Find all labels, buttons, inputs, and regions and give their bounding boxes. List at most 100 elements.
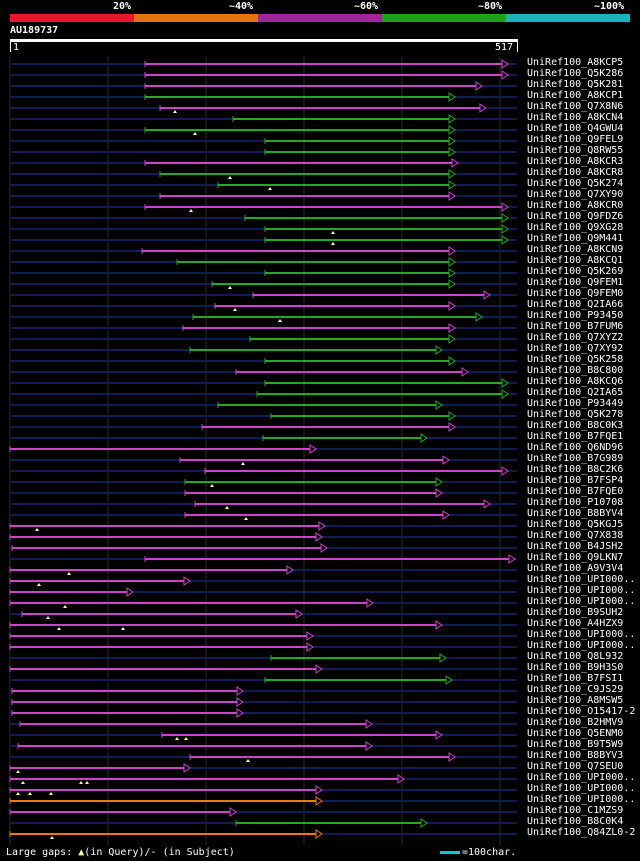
gap-marker	[210, 484, 214, 487]
hit-arrow	[448, 323, 456, 333]
hit-label[interactable]: UniRef100_B7FQE1	[527, 431, 624, 442]
identity-legend-labels: 20% ~40% ~60% ~80% ~100%	[0, 0, 640, 14]
hit-label[interactable]: UniRef100_Q5K286	[527, 68, 624, 79]
hit-label[interactable]: UniRef100_Q7X8N6	[527, 101, 624, 112]
hit-label[interactable]: UniRef100_Q5K269	[527, 266, 624, 277]
hit-label[interactable]: UniRef100_A8KCP5	[527, 57, 624, 68]
hit-label[interactable]: UniRef100_UPI000..	[527, 585, 636, 596]
hit-arrow	[448, 422, 456, 432]
hit-label[interactable]: UniRef100_Q2IA65	[527, 387, 624, 398]
hit-label[interactable]: UniRef100_B8C800	[527, 365, 624, 376]
hit-arrow	[315, 829, 323, 839]
hit-arrow	[286, 565, 294, 575]
hit-label[interactable]: UniRef100_Q9LKN7	[527, 552, 624, 563]
scale-segment-red	[10, 14, 134, 22]
hit-arrow	[483, 290, 491, 300]
gaps-legend: Large gaps: ▲(in Query)/- (in Subject)	[6, 847, 235, 858]
hit-label[interactable]: UniRef100_UPI000..	[527, 640, 636, 651]
hit-label[interactable]: UniRef100_A8MSW5	[527, 695, 624, 706]
hit-label[interactable]: UniRef100_Q9FEM1	[527, 277, 624, 288]
hit-label[interactable]: UniRef100_Q9M441	[527, 233, 624, 244]
hit-label[interactable]: UniRef100_B8C2K6	[527, 464, 624, 475]
scale-segment-cyan	[506, 14, 630, 22]
hit-label[interactable]: UniRef100_B8BYV4	[527, 508, 624, 519]
hit-label[interactable]: UniRef100_Q7X838	[527, 530, 624, 541]
hit-arrow	[448, 92, 456, 102]
scale-segment-purple	[258, 14, 382, 22]
hit-arrow	[448, 147, 456, 157]
hit-label[interactable]: UniRef100_A8KCN9	[527, 244, 624, 255]
hit-label[interactable]: UniRef100_UPI000..	[527, 574, 636, 585]
hit-label[interactable]: UniRef100_A8KCR3	[527, 156, 624, 167]
hit-label[interactable]: UniRef100_Q9FEL9	[527, 134, 624, 145]
hit-label[interactable]: UniRef100_Q5ENM0	[527, 728, 624, 739]
hit-label[interactable]: UniRef100_UPI000..	[527, 629, 636, 640]
hit-label[interactable]: UniRef100_B9H3S0	[527, 662, 624, 673]
hit-label[interactable]: UniRef100_P93450	[527, 310, 624, 321]
hit-label[interactable]: UniRef100_A8KCP1	[527, 90, 624, 101]
hit-label[interactable]: UniRef100_C1MZS9	[527, 805, 624, 816]
hit-label[interactable]: UniRef100_A8KCR8	[527, 167, 624, 178]
hit-label[interactable]: UniRef100_B8BYV3	[527, 750, 624, 761]
ruler-end-tick	[517, 42, 518, 52]
hit-label[interactable]: UniRef100_B9SUH2	[527, 607, 624, 618]
hit-arrow	[501, 59, 509, 69]
hit-label[interactable]: UniRef100_Q7XYZ2	[527, 332, 624, 343]
hit-label[interactable]: UniRef100_A8KCQ1	[527, 255, 624, 266]
hit-label[interactable]: UniRef100_Q84ZL0-2	[527, 827, 636, 838]
hit-label[interactable]: UniRef100_P10708	[527, 497, 624, 508]
hit-label[interactable]: UniRef100_P93449	[527, 398, 624, 409]
hit-label[interactable]: UniRef100_A8KCR0	[527, 200, 624, 211]
hit-label[interactable]: UniRef100_B7FSP4	[527, 475, 624, 486]
hit-arrow	[365, 741, 373, 751]
hit-label[interactable]: UniRef100_Q6ND96	[527, 442, 624, 453]
hit-label[interactable]: UniRef100_A8KCN4	[527, 112, 624, 123]
hit-arrow	[501, 224, 509, 234]
hit-label[interactable]: UniRef100_Q7SEU0	[527, 761, 624, 772]
hit-label[interactable]: UniRef100_Q9FEM0	[527, 288, 624, 299]
hit-arrow	[439, 653, 447, 663]
hit-label[interactable]: UniRef100_Q5K278	[527, 409, 624, 420]
hit-label[interactable]: UniRef100_Q4GWU4	[527, 123, 624, 134]
hit-label[interactable]: UniRef100_B7FQE0	[527, 486, 624, 497]
gaps-text: (in Query)/- (in Subject)	[84, 847, 235, 858]
scale-legend: =100char.	[440, 847, 516, 858]
hit-label[interactable]: UniRef100_Q8RW55	[527, 145, 624, 156]
hit-arrow	[451, 158, 459, 168]
hit-arrow	[442, 510, 450, 520]
hit-label[interactable]: UniRef100_A4HZX9	[527, 618, 624, 629]
hit-label[interactable]: UniRef100_B7G989	[527, 453, 624, 464]
hit-label[interactable]: UniRef100_B9T5W9	[527, 739, 624, 750]
hit-label[interactable]: UniRef100_C9JS29	[527, 684, 624, 695]
hit-label[interactable]: UniRef100_O15417-2	[527, 706, 636, 717]
hit-label[interactable]: UniRef100_B7FUM6	[527, 321, 624, 332]
hit-label[interactable]: UniRef100_A8KCQ6	[527, 376, 624, 387]
hit-label[interactable]: UniRef100_B8C0K3	[527, 420, 624, 431]
hit-label[interactable]: UniRef100_B7FSI1	[527, 673, 624, 684]
hit-label[interactable]: UniRef100_Q2IA66	[527, 299, 624, 310]
hit-label[interactable]: UniRef100_B4JSH2	[527, 541, 624, 552]
hit-label[interactable]: UniRef100_Q5K274	[527, 178, 624, 189]
hit-label[interactable]: UniRef100_B8C0K4	[527, 816, 624, 827]
gap-marker	[268, 187, 272, 190]
hit-label[interactable]: UniRef100_Q8L932	[527, 651, 624, 662]
hit-arrow	[397, 774, 405, 784]
gap-marker	[173, 110, 177, 113]
hit-label[interactable]: UniRef100_Q9FDZ6	[527, 211, 624, 222]
hit-arrow	[445, 675, 453, 685]
hit-label[interactable]: UniRef100_Q5KGJ5	[527, 519, 624, 530]
hit-label[interactable]: UniRef100_Q5K281	[527, 79, 624, 90]
hit-label[interactable]: UniRef100_Q7XY92	[527, 343, 624, 354]
hit-label[interactable]: UniRef100_A9V3V4	[527, 563, 624, 574]
hit-label[interactable]: UniRef100_B2HMV9	[527, 717, 624, 728]
hit-label[interactable]: UniRef100_UPI000..	[527, 794, 636, 805]
hit-label[interactable]: UniRef100_Q9XG28	[527, 222, 624, 233]
hit-label[interactable]: UniRef100_UPI000..	[527, 596, 636, 607]
hit-label[interactable]: UniRef100_Q5K258	[527, 354, 624, 365]
hit-label[interactable]: UniRef100_Q7XY90	[527, 189, 624, 200]
hit-arrow	[315, 785, 323, 795]
legend-label-40: ~40%	[229, 1, 254, 12]
hit-label[interactable]: UniRef100_UPI000..	[527, 772, 636, 783]
hit-label[interactable]: UniRef100_UPI000..	[527, 783, 636, 794]
legend-label-80: ~80%	[478, 1, 503, 12]
